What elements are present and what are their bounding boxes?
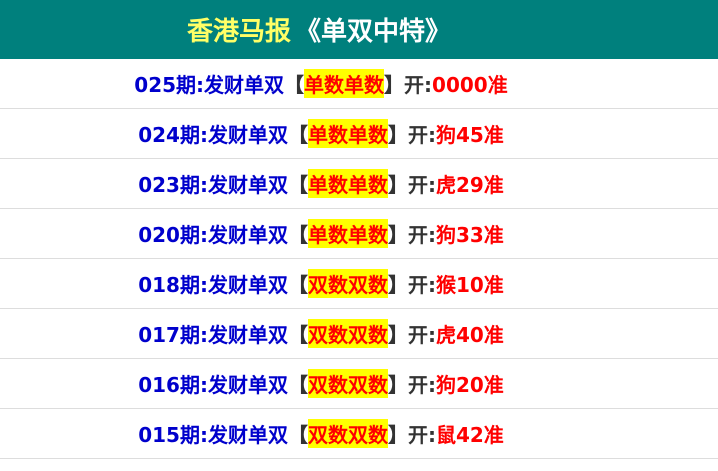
result-value: 狗45准 (435, 123, 504, 147)
period-label: 020期:发财单双 (138, 223, 288, 247)
result-value: 虎40准 (435, 323, 504, 347)
period-label: 025期:发财单双 (134, 73, 285, 97)
list-item: 016期:发财单双【双数双数】开: 狗20准 (0, 359, 718, 409)
pick-highlight: 双数双数 (307, 369, 388, 398)
list-item: 020期:发财单双【单数单数】开: 狗33准 (0, 209, 718, 259)
results-list: 025期:发财单双【单数单数】开: 0000准 024期:发财单双【单数单数】开: 狗… (0, 59, 718, 459)
open-bracket: 【 (287, 273, 308, 297)
close-bracket: 】 (387, 223, 408, 247)
list-item: 017期:发财单双【双数双数】开: 虎40准 (0, 309, 718, 359)
pick-highlight: 双数双数 (307, 319, 388, 348)
period-label: 015期:发财单双 (138, 423, 288, 447)
close-bracket: 】 (387, 373, 408, 397)
pick-highlight: 单数单数 (307, 119, 388, 148)
close-bracket: 】 (387, 173, 408, 197)
period-label: 016期:发财单双 (138, 373, 288, 397)
period-label: 017期:发财单双 (138, 323, 288, 347)
title-main: 香港马报 (186, 17, 291, 47)
open-bracket: 【 (287, 423, 308, 447)
list-item: 018期:发财单双【双数双数】开: 猴10准 (0, 259, 718, 309)
open-bracket: 【 (287, 373, 308, 397)
open-bracket: 【 (287, 173, 308, 197)
close-bracket: 】 (387, 123, 408, 147)
open-label: 开: (407, 323, 436, 347)
title-sub: 《单双中特》 (295, 17, 452, 47)
close-bracket: 】 (387, 423, 408, 447)
page-header: 香港马报 《单双中特》 (0, 0, 718, 59)
list-item: 024期:发财单双【单数单数】开: 狗45准 (0, 109, 718, 159)
pick-highlight: 单数单数 (307, 219, 388, 248)
result-value: 鼠42准 (435, 423, 504, 447)
close-bracket: 】 (387, 323, 408, 347)
open-bracket: 【 (287, 223, 308, 247)
open-label: 开: (407, 423, 436, 447)
period-label: 018期:发财单双 (138, 273, 288, 297)
pick-highlight: 单数单数 (307, 169, 388, 198)
pick-highlight: 双数双数 (307, 269, 388, 298)
open-label: 开: (407, 223, 436, 247)
open-bracket: 【 (287, 123, 308, 147)
list-item: 025期:发财单双【单数单数】开: 0000准 (0, 59, 718, 109)
close-bracket: 】 (384, 73, 405, 97)
open-bracket: 【 (284, 73, 305, 97)
pick-highlight: 双数双数 (307, 419, 388, 448)
list-item: 015期:发财单双【双数双数】开: 鼠42准 (0, 409, 718, 459)
open-label: 开: (407, 273, 436, 297)
period-label: 024期:发财单双 (138, 123, 288, 147)
list-item: 023期:发财单双【单数单数】开: 虎29准 (0, 159, 718, 209)
open-bracket: 【 (287, 323, 308, 347)
result-value: 虎29准 (435, 173, 504, 197)
result-value: 0000准 (432, 73, 508, 97)
pick-highlight: 单数单数 (304, 69, 385, 98)
result-value: 狗20准 (435, 373, 504, 397)
result-value: 狗33准 (435, 223, 504, 247)
open-label: 开: (407, 373, 436, 397)
close-bracket: 】 (387, 273, 408, 297)
open-label: 开: (407, 123, 436, 147)
period-label: 023期:发财单双 (138, 173, 288, 197)
open-label: 开: (404, 73, 433, 97)
result-value: 猴10准 (435, 273, 504, 297)
open-label: 开: (407, 173, 436, 197)
